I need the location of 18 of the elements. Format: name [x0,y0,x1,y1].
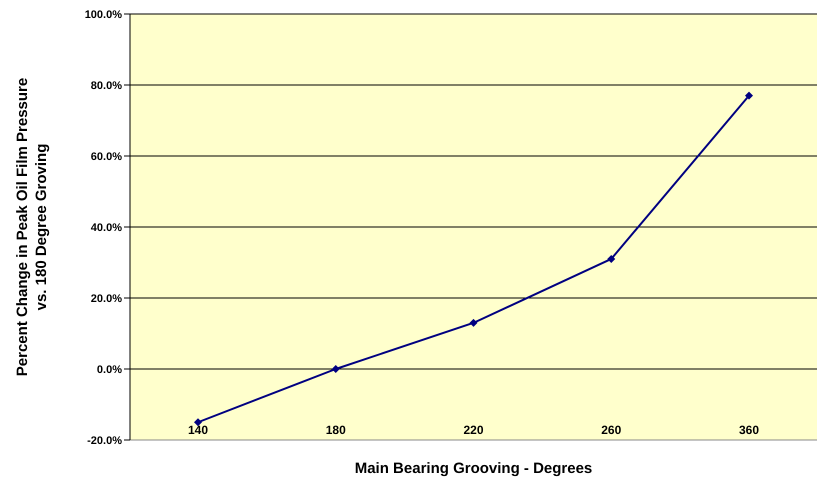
y-tick-label: 40.0% [90,222,122,234]
x-tick-label: 360 [738,423,760,437]
y-axis-title: Percent Change in Peak Oil Film Pressure vs. 180 Degree Groving [14,78,50,376]
x-axis-title: Main Bearing Grooving - Degrees [354,460,592,477]
y-tick-label: 60.0% [90,150,122,163]
point [745,92,753,100]
y-tick-label: -20.0% [87,434,122,447]
x-tick-label: 260 [601,423,622,437]
x-tick-label: 220 [463,423,484,437]
point [470,318,478,327]
y-tick-label: 80.0% [90,80,122,92]
x-tick-label: 180 [326,423,346,437]
y-tick-label: 20.0% [90,292,122,305]
y-tick-label: 100.0% [84,8,122,21]
y-tick-label: 0.0% [96,364,122,376]
point [332,365,340,373]
point [607,254,616,263]
x-tick-label: 140 [188,423,208,437]
